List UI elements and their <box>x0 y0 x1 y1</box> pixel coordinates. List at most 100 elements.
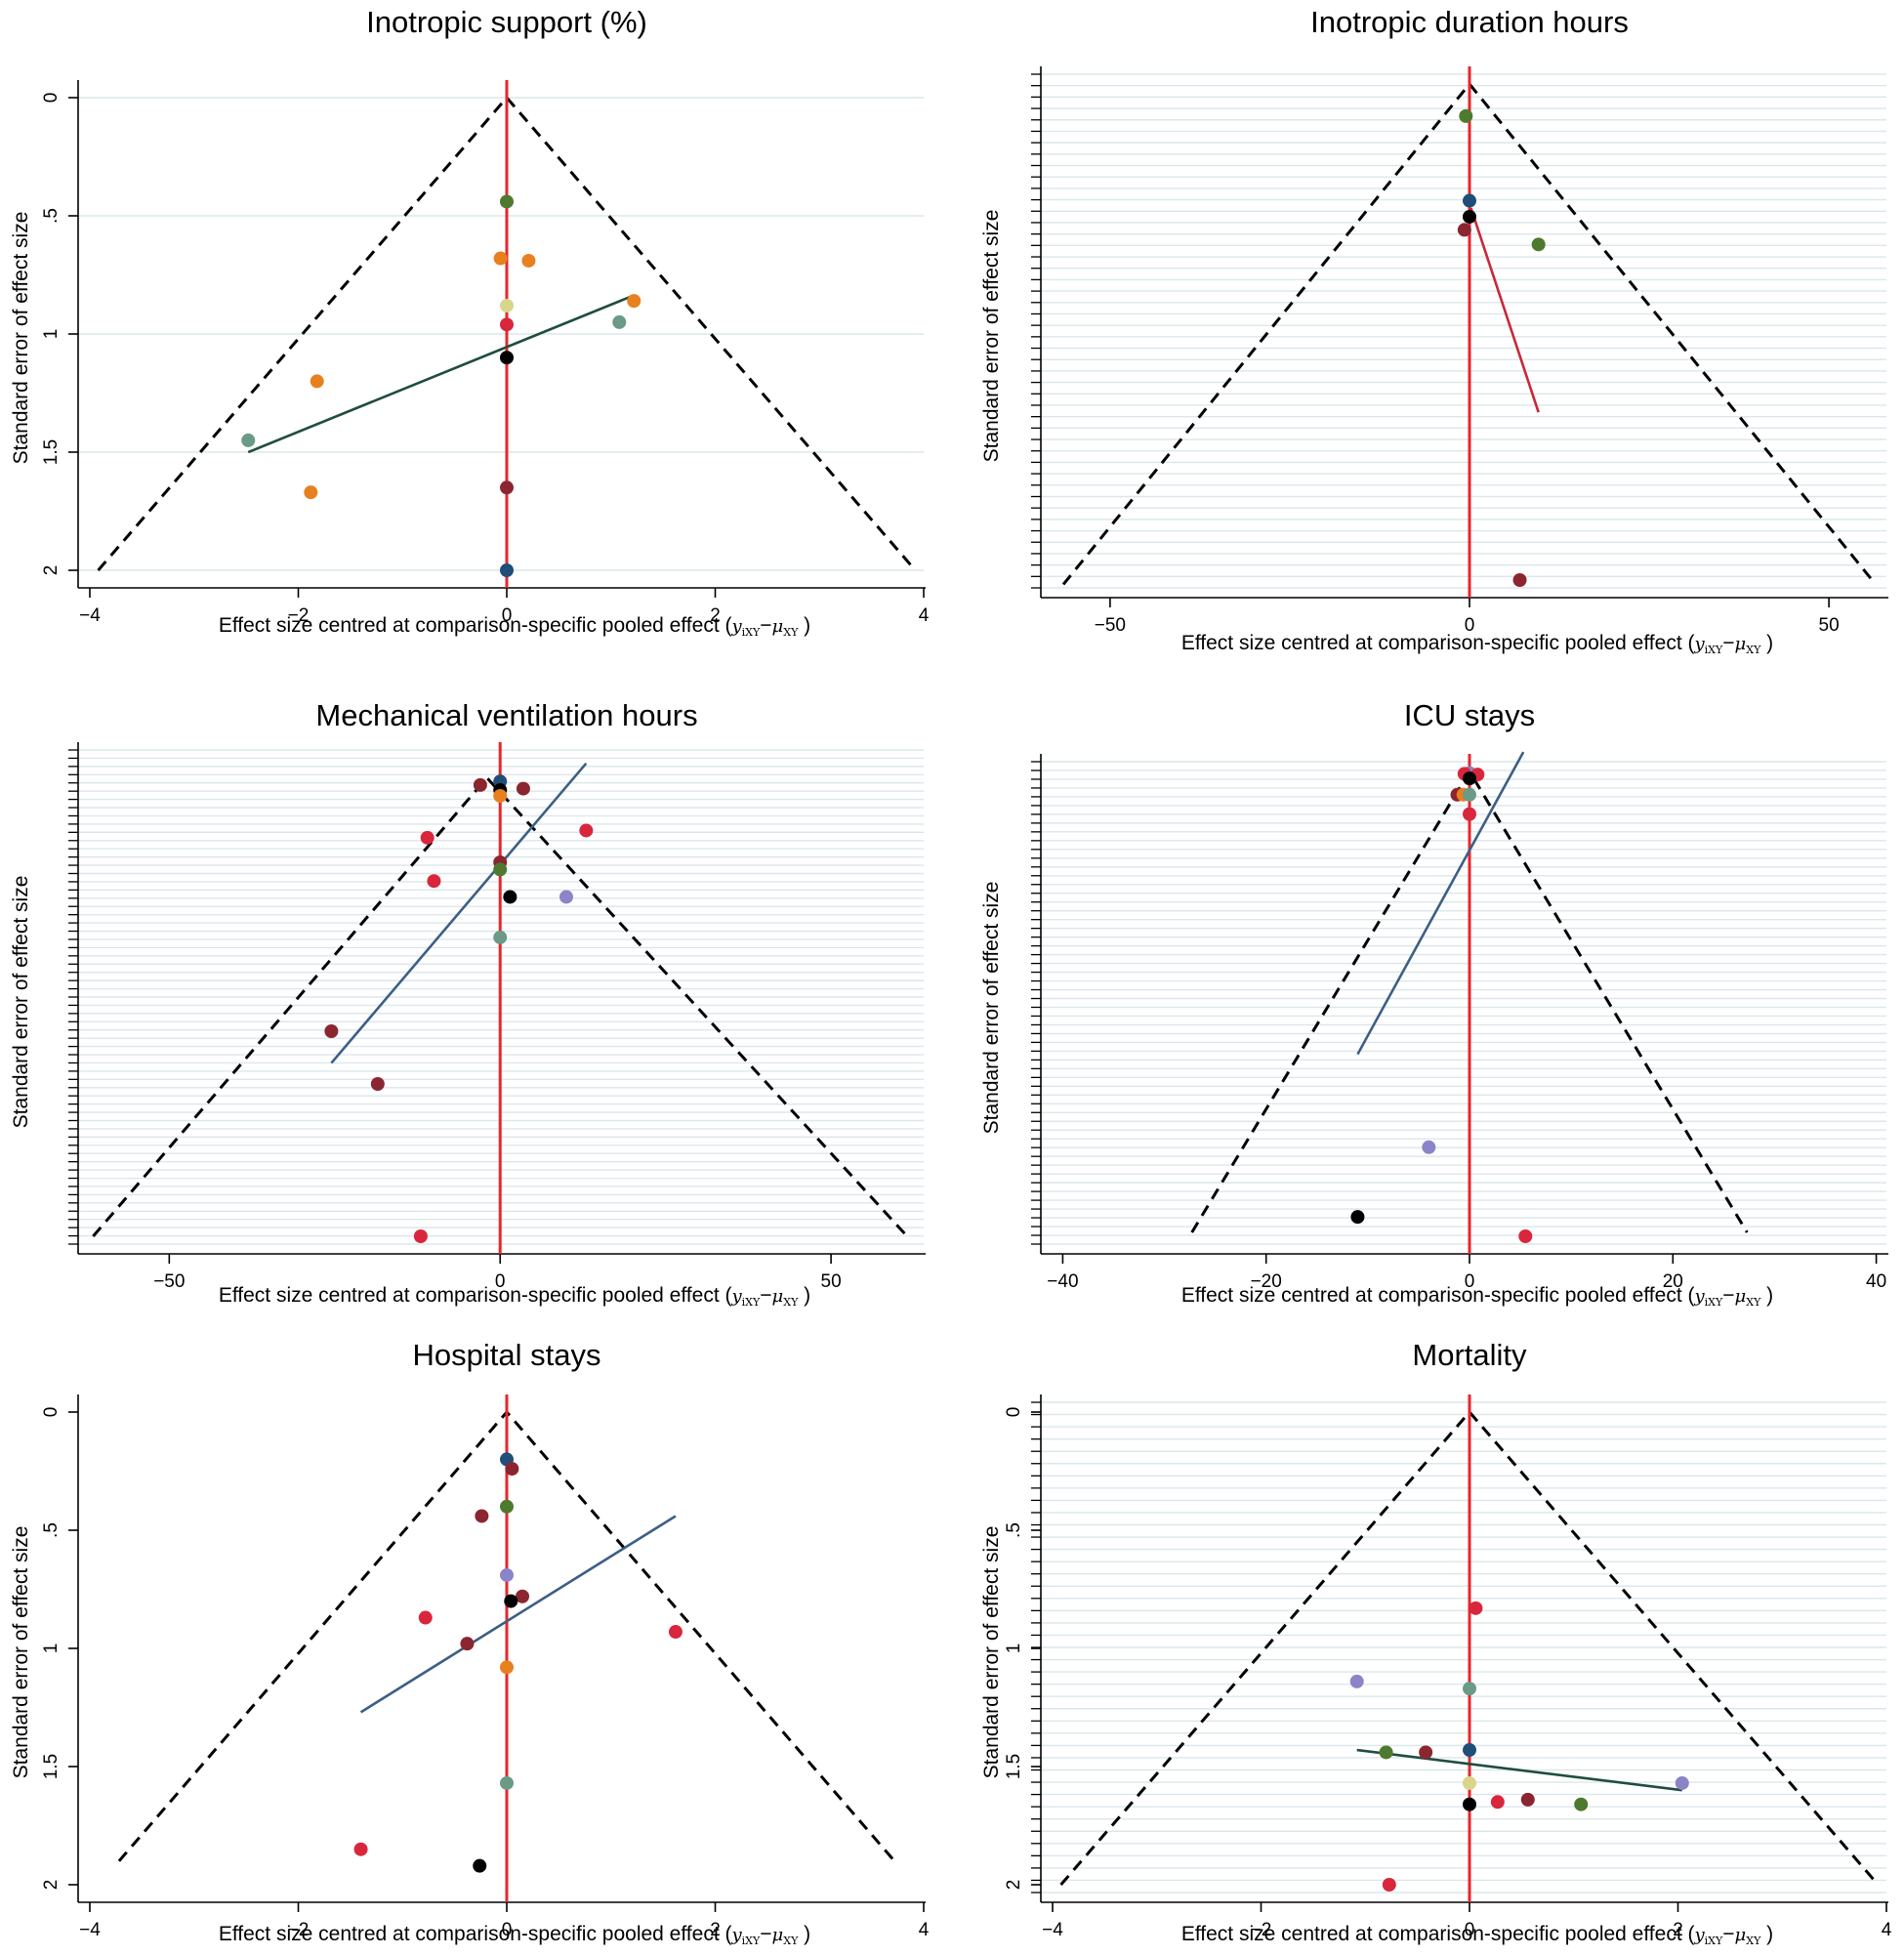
x-axis-label-text: Effect size centred at comparison-specif… <box>219 1923 732 1945</box>
x-axis-label-close: ) <box>798 1923 810 1945</box>
data-point <box>500 351 514 365</box>
data-point <box>1463 209 1476 224</box>
x-tick-label: 0 <box>495 1271 506 1292</box>
data-point <box>1463 807 1476 821</box>
x-tick-label: 2 <box>710 605 721 626</box>
panel-title: Inotropic duration hours <box>1310 5 1629 39</box>
x-axis-label: Effect size centred at comparison-specif… <box>1181 1923 1773 1947</box>
data-point <box>1463 193 1476 208</box>
regression-line <box>1469 207 1540 413</box>
data-point <box>1520 1792 1535 1807</box>
y-tick-label: 0 <box>41 1407 62 1418</box>
x-axis-label-close: ) <box>798 614 810 637</box>
x-tick-label: −2 <box>1251 1920 1272 1940</box>
x-axis-label-ysub: iXY <box>1705 1296 1723 1309</box>
x-axis-label-musub: XY <box>783 626 799 639</box>
x-axis-label-ysub: iXY <box>1705 644 1723 656</box>
x-tick-label: −40 <box>1047 1271 1078 1292</box>
data-point <box>1463 1682 1476 1696</box>
data-point <box>1518 1229 1533 1243</box>
y-tick-label: 1 <box>41 329 62 340</box>
data-point <box>473 1858 487 1873</box>
data-point <box>1531 237 1546 252</box>
data-point <box>1419 1745 1433 1760</box>
y-axis-label: Standard error of effect size <box>980 1526 1003 1779</box>
x-tick-label: 2 <box>1673 1920 1683 1940</box>
y-tick-label: 2 <box>41 565 62 576</box>
data-point <box>504 1594 518 1608</box>
panel-title: Mechanical ventilation hours <box>315 698 697 732</box>
x-axis-label-ysub: iXY <box>742 1935 761 1947</box>
y-tick-label: 0 <box>41 93 62 104</box>
data-point <box>1379 1745 1393 1760</box>
x-axis-label-y: y <box>730 1286 742 1307</box>
funnel-boundary <box>92 775 909 1238</box>
data-point <box>1349 1674 1364 1688</box>
y-tick-label: 1.5 <box>41 1754 62 1779</box>
x-axis-label-y: y <box>1693 634 1705 654</box>
panel-3: −50 0 50 Mechanical ventilation hours Effect… <box>10 698 926 1309</box>
data-point <box>1469 1601 1483 1615</box>
x-tick-label: −4 <box>1042 1920 1063 1940</box>
x-axis-label-close: ) <box>1760 632 1773 654</box>
data-point <box>1490 1795 1505 1810</box>
data-point <box>420 830 435 845</box>
x-axis-label-close: ) <box>1760 1284 1773 1307</box>
data-point <box>627 294 642 309</box>
data-point <box>516 1589 530 1603</box>
data-point <box>473 777 487 792</box>
regression-line <box>1356 751 1525 1056</box>
x-axis-label-mu: μ <box>772 616 784 637</box>
data-point <box>1675 1775 1689 1790</box>
data-point <box>668 1625 683 1640</box>
x-tick-label: −50 <box>153 1271 185 1292</box>
x-tick-label: −4 <box>79 1920 101 1940</box>
data-point <box>1463 771 1476 786</box>
y-axis-label: Standard error of effect size <box>10 876 32 1129</box>
y-tick-label: 1.5 <box>41 439 62 465</box>
regression-line <box>247 295 633 454</box>
data-point <box>559 890 573 904</box>
y-axis-label: Standard error of effect size <box>10 1526 32 1779</box>
x-tick-label: −20 <box>1251 1271 1282 1292</box>
y-tick-label: 2 <box>1004 1880 1024 1891</box>
x-axis-label-text: Effect size centred at comparison-specif… <box>219 1284 732 1307</box>
data-point <box>500 298 514 312</box>
y-tick-label: 1 <box>41 1644 62 1654</box>
y-tick-label: .5 <box>41 208 62 224</box>
x-tick-label: 40 <box>1866 1271 1886 1292</box>
x-axis-label-minus: − <box>760 614 771 637</box>
data-point <box>500 1775 514 1790</box>
x-axis-label-ysub: iXY <box>742 626 761 639</box>
data-point <box>493 788 508 803</box>
x-axis-label-close: ) <box>1760 1923 1773 1945</box>
data-point <box>1422 1140 1436 1154</box>
data-point <box>493 251 508 266</box>
data-point <box>500 1567 514 1582</box>
x-axis-label-musub: XY <box>1746 644 1761 656</box>
x-tick-label: 0 <box>1465 1920 1475 1940</box>
data-point <box>500 480 514 495</box>
data-point <box>500 317 514 332</box>
x-axis-label: Effect size centred at comparison-specif… <box>219 1284 810 1309</box>
x-axis-label: Effect size centred at comparison-specif… <box>1181 1284 1773 1309</box>
data-point <box>500 1660 514 1675</box>
data-point <box>505 1462 519 1477</box>
funnel-boundary <box>1059 1409 1880 1886</box>
data-point <box>475 1509 489 1523</box>
data-point <box>1463 1797 1476 1811</box>
panel-title: Hospital stays <box>413 1338 601 1372</box>
x-axis-label-minus: − <box>760 1923 771 1945</box>
data-point <box>493 862 508 877</box>
x-tick-label: −2 <box>288 1920 310 1940</box>
x-tick-label: −4 <box>79 605 101 626</box>
x-axis-label: Effect size centred at comparison-specif… <box>1181 632 1773 656</box>
panel-4: −40 −20 0 20 40 ICU stays Effect size centred … <box>980 698 1888 1309</box>
x-axis-label-mu: μ <box>1735 1925 1747 1945</box>
data-point <box>1459 108 1473 123</box>
x-axis-label-musub: XY <box>783 1935 799 1947</box>
y-tick-label: 1 <box>1004 1644 1024 1654</box>
x-axis-label-text: Effect size centred at comparison-specif… <box>1181 632 1695 654</box>
x-axis-label-y: y <box>730 616 742 637</box>
